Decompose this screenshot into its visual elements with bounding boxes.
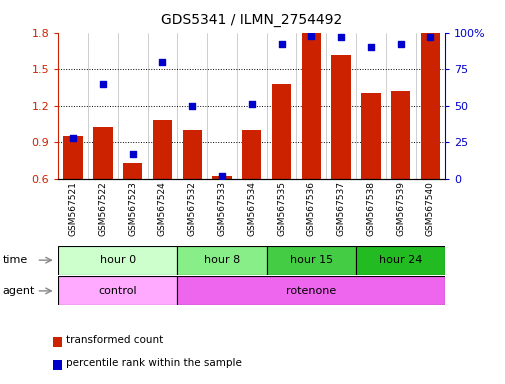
Point [69,135,77,141]
Bar [355,246,444,275]
Text: GDS5341 / ILMN_2754492: GDS5341 / ILMN_2754492 [161,13,342,27]
Bar [390,91,410,179]
Text: hour 24: hour 24 [378,255,422,265]
Point [98,81,107,87]
Text: time: time [3,255,28,265]
Point [277,41,285,47]
Point [336,34,344,40]
Bar [177,246,266,275]
Text: hour 15: hour 15 [289,255,332,265]
Bar [266,246,355,275]
Bar [331,55,350,179]
Point [247,101,256,107]
Bar [177,276,444,305]
Point [218,172,226,179]
Text: transformed count: transformed count [66,335,163,345]
Point [366,44,374,50]
Point [426,34,434,40]
Text: rotenone: rotenone [286,286,336,296]
Bar [53,360,62,370]
Bar [153,120,172,179]
Point [188,103,196,109]
Point [128,151,136,157]
Bar [301,33,320,179]
Bar [361,93,380,179]
Bar [123,163,142,179]
Bar [58,276,177,305]
Text: agent: agent [3,286,35,296]
Text: control: control [98,286,137,296]
Bar [182,130,201,179]
Bar [212,176,231,179]
Bar [53,337,62,347]
Point [307,33,315,39]
Bar [58,246,177,275]
Text: hour 0: hour 0 [99,255,135,265]
Bar [271,84,290,179]
Bar [93,127,112,179]
Bar [63,136,83,179]
Point [396,41,404,47]
Text: hour 8: hour 8 [204,255,239,265]
Point [158,59,166,65]
Bar [241,130,261,179]
Text: percentile rank within the sample: percentile rank within the sample [66,358,241,368]
Bar [420,33,439,179]
